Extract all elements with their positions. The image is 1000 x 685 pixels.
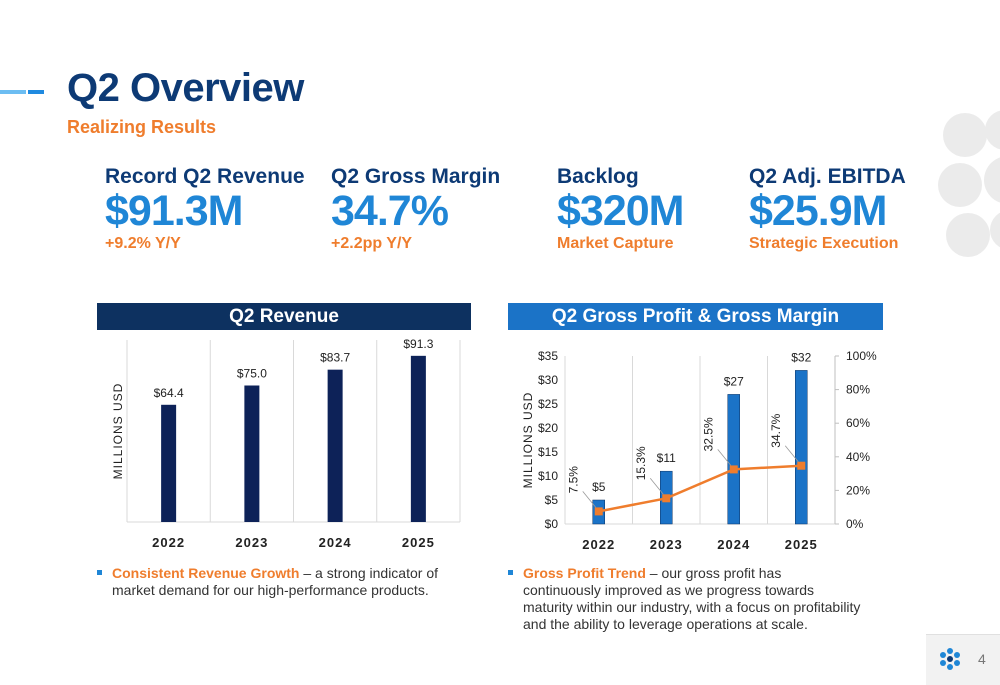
bar-data-label: $32 xyxy=(791,350,811,364)
title-accent-line xyxy=(28,90,44,94)
revenue-chart: MILLIONS USD $64.4 2022 $75.0 2023 $83.7 2024 $… xyxy=(111,337,461,550)
x-tick-label: 2025 xyxy=(402,535,435,550)
bullet-marker xyxy=(508,570,513,575)
x-tick-label: 2023 xyxy=(650,537,683,552)
bullet-marker xyxy=(97,570,102,575)
kpi-label: Q2 Gross Margin xyxy=(331,165,501,188)
y-left-tick-label: $20 xyxy=(538,421,558,435)
kpi-ebitda: Q2 Adj. EBITDA $25.9M Strategic Executio… xyxy=(749,165,906,253)
page-title: Q2 Overview xyxy=(67,66,304,110)
bullet-highlight: Gross Profit Trend xyxy=(523,565,646,581)
y-left-tick-label: $10 xyxy=(538,469,558,483)
kpi-value: $320M xyxy=(557,187,684,235)
gross-margin-point xyxy=(594,507,603,516)
y-axis-label: MILLIONS USD xyxy=(111,383,125,480)
x-tick-label: 2024 xyxy=(717,537,750,552)
logo-watermark xyxy=(938,110,1000,257)
revenue-bar xyxy=(327,369,343,522)
x-tick-label: 2024 xyxy=(319,535,352,550)
data-label-leader xyxy=(784,445,799,462)
revenue-bar xyxy=(161,404,177,522)
y-left-tick-label: $25 xyxy=(538,397,558,411)
line-data-label: 32.5% xyxy=(702,417,716,451)
line-data-label: 34.7% xyxy=(769,413,783,447)
kpi-gross-margin: Q2 Gross Margin 34.7% +2.2pp Y/Y xyxy=(331,165,500,253)
kpi-value: $25.9M xyxy=(749,187,887,235)
page-subtitle: Realizing Results xyxy=(67,117,217,137)
data-label-leader xyxy=(717,449,732,466)
bar-data-label: $27 xyxy=(724,374,744,388)
gross-margin-point xyxy=(729,465,738,474)
revenue-bullet: Consistent Revenue Growth – a strong ind… xyxy=(97,565,477,599)
revenue-chart-title: Q2 Revenue xyxy=(97,303,471,330)
y-axis-label: MILLIONS USD xyxy=(521,392,535,489)
kpi-value: 34.7% xyxy=(331,187,449,235)
y-right-tick-label: 60% xyxy=(846,416,870,430)
gross-margin-point xyxy=(662,494,671,503)
bar-data-label: $83.7 xyxy=(320,351,350,365)
y-right-tick-label: 0% xyxy=(846,517,864,531)
line-data-label: 15.3% xyxy=(634,446,648,480)
x-tick-label: 2025 xyxy=(785,537,818,552)
page-number: 4 xyxy=(978,651,986,667)
data-label-leader xyxy=(582,491,597,508)
y-right-tick-label: 40% xyxy=(846,450,870,464)
kpi-backlog: Backlog $320M Market Capture xyxy=(557,165,684,253)
kpi-label: Backlog xyxy=(557,165,639,188)
gross-margin-line xyxy=(598,464,802,513)
gross-profit-bullet: Gross Profit Trend – our gross profit ha… xyxy=(508,565,863,633)
x-tick-label: 2022 xyxy=(582,537,615,552)
bar-data-label: $11 xyxy=(657,451,676,465)
line-data-label: 7.5% xyxy=(567,466,581,494)
y-left-tick-label: $0 xyxy=(545,517,559,531)
kpi-revenue: Record Q2 Revenue $91.3M +9.2% Y/Y xyxy=(105,165,305,253)
bullet-text: – our gross profit has continuously impr… xyxy=(523,565,861,632)
x-tick-label: 2022 xyxy=(152,535,185,550)
revenue-bar xyxy=(410,355,426,522)
y-left-tick-label: $5 xyxy=(545,493,559,507)
kpi-label: Record Q2 Revenue xyxy=(105,165,305,188)
gross-profit-bar xyxy=(795,370,808,525)
kpi-label: Q2 Adj. EBITDA xyxy=(749,165,906,188)
kpi-sub: Market Capture xyxy=(557,235,674,252)
title-accent-line xyxy=(0,90,26,94)
data-label-leader xyxy=(649,478,664,495)
y-left-tick-label: $15 xyxy=(538,445,558,459)
gross-profit-bar xyxy=(727,394,740,525)
bullet-text: – a strong indicator of market demand fo… xyxy=(112,565,438,598)
kpi-sub: Strategic Execution xyxy=(749,235,899,252)
kpi-sub: +2.2pp Y/Y xyxy=(331,235,413,252)
bar-data-label: $5 xyxy=(592,480,606,494)
gross-profit-chart-title: Q2 Gross Profit & Gross Margin xyxy=(508,303,883,330)
y-left-tick-label: $30 xyxy=(538,373,558,387)
y-right-tick-label: 100% xyxy=(846,349,877,363)
revenue-bar xyxy=(244,385,260,522)
x-tick-label: 2023 xyxy=(235,535,268,550)
bar-data-label: $64.4 xyxy=(154,386,184,400)
footer-box: 4 xyxy=(926,634,1000,685)
kpi-value: $91.3M xyxy=(105,187,243,235)
gross-profit-chart: $0 $5 $10 $15 $20 $25 $30 $35 0% 20% 40% 60% 80% 100%… xyxy=(521,349,877,552)
company-logo-icon xyxy=(940,648,960,670)
y-right-tick-label: 80% xyxy=(846,383,870,397)
bullet-highlight: Consistent Revenue Growth xyxy=(112,565,300,581)
y-left-tick-label: $35 xyxy=(538,349,558,363)
bar-data-label: $75.0 xyxy=(237,367,267,381)
bar-data-label: $91.3 xyxy=(403,337,433,351)
gross-margin-point xyxy=(797,461,806,470)
kpi-sub: +9.2% Y/Y xyxy=(105,235,181,252)
y-right-tick-label: 20% xyxy=(846,483,870,497)
